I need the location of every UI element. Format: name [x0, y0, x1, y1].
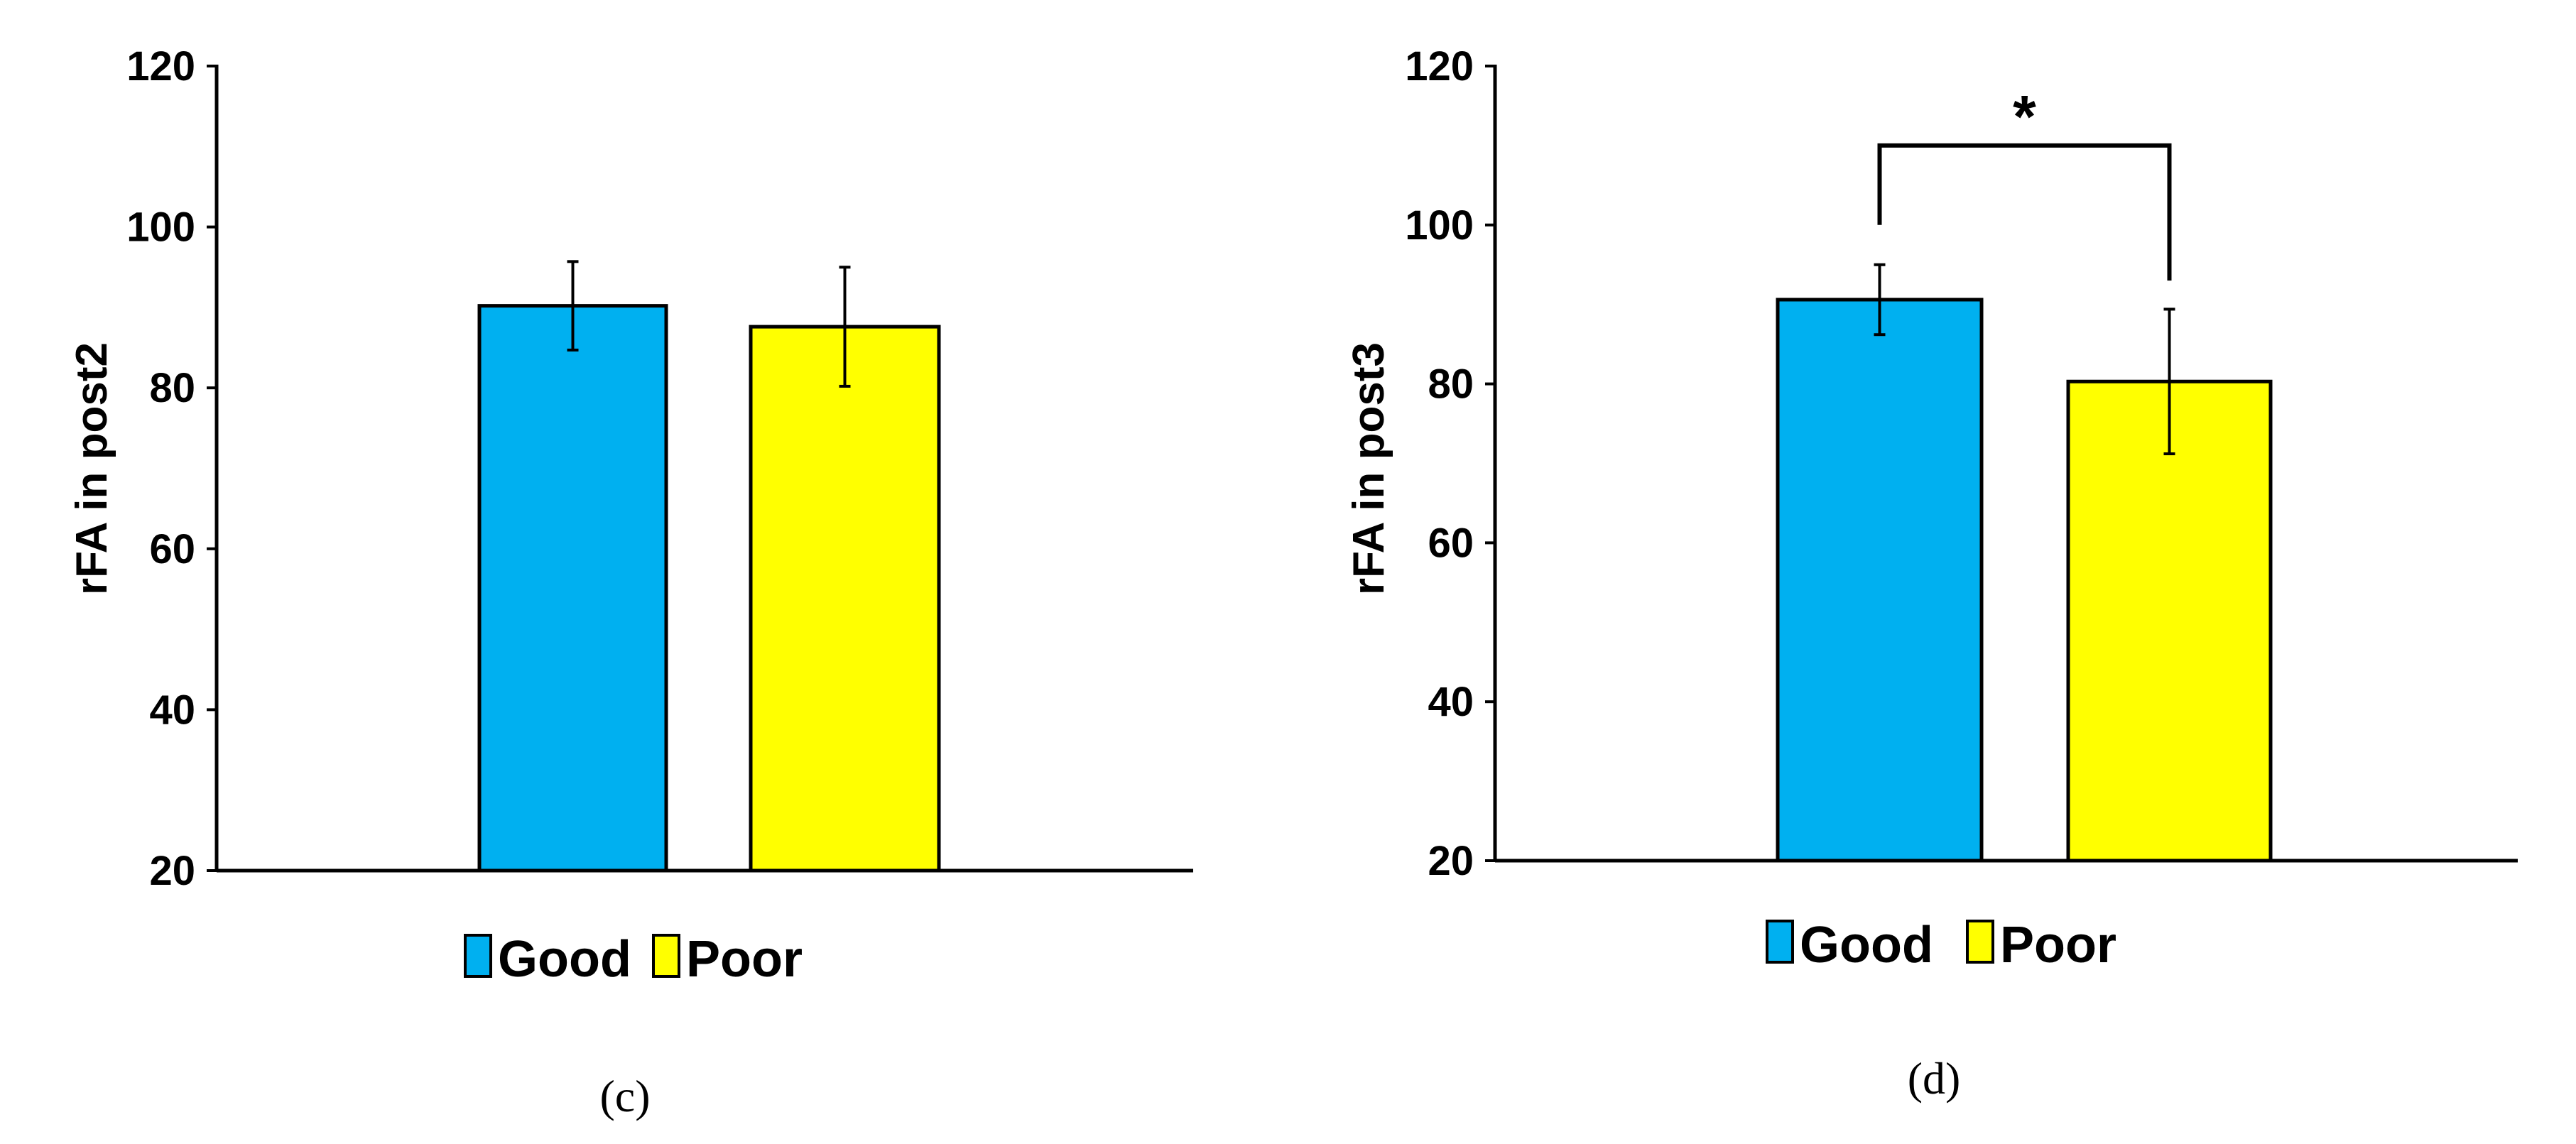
- legend-label-good: Good: [498, 931, 631, 988]
- y-tick-label: 40: [1428, 679, 1474, 725]
- legend-swatch-good: [1766, 920, 1794, 964]
- y-tick-label: 100: [126, 205, 195, 251]
- panel-c: 20 40 60 80 100 120 rFA in post2 Good Poor (c): [67, 43, 1193, 1121]
- bar-poor: [749, 325, 941, 873]
- significance-bracket: [1877, 143, 2172, 281]
- y-tick-label: 80: [1428, 361, 1474, 408]
- y-tick-label: 40: [149, 687, 195, 733]
- panel-label: (d): [1908, 1053, 1961, 1104]
- legend-swatch-poor: [652, 934, 680, 978]
- panel-d: 20 40 60 80 100 120 rFA in post3 * Good Poor (d): [1344, 43, 2518, 1104]
- y-tick-label: 60: [1428, 520, 1474, 566]
- y-tick-label: 120: [126, 43, 195, 89]
- y-tick-label: 20: [149, 848, 195, 894]
- legend-label-poor: Poor: [2000, 917, 2116, 974]
- y-tick-label: 80: [149, 365, 195, 411]
- significance-star: *: [2013, 83, 2036, 150]
- legend-label-poor: Poor: [686, 931, 803, 988]
- y-axis-title: rFA in post3: [1344, 342, 1393, 595]
- y-axis-title: rFA in post2: [67, 342, 116, 595]
- legend-label-good: Good: [1800, 917, 1933, 974]
- y-tick-label: 100: [1405, 202, 1474, 249]
- bar-good: [1776, 298, 1984, 863]
- bar-good: [477, 304, 668, 873]
- y-tick-label: 60: [149, 526, 195, 572]
- legend-swatch-good: [464, 934, 492, 978]
- panel-label: (c): [599, 1071, 650, 1121]
- legend-swatch-poor: [1966, 920, 1994, 964]
- y-tick-label: 120: [1405, 43, 1474, 89]
- y-tick-label: 20: [1428, 838, 1474, 884]
